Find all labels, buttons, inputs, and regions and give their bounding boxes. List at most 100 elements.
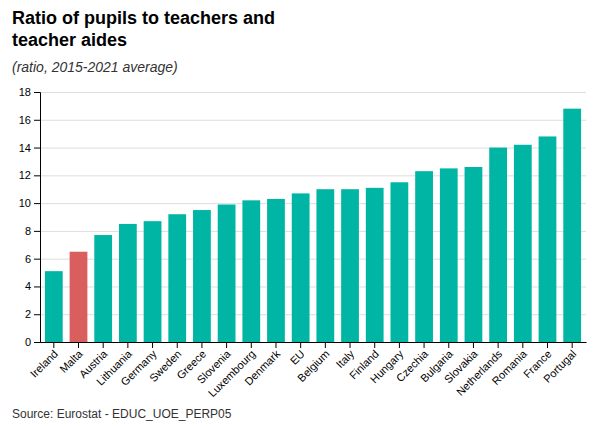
x-tick: Romania: [489, 342, 529, 387]
x-tick-label: Portugal: [541, 348, 578, 385]
x-tick-mark: [226, 342, 227, 348]
y-tick-label: 16: [19, 114, 31, 126]
x-tick-mark: [498, 342, 499, 348]
y-tick: 8: [25, 225, 40, 237]
x-tick-label: EU: [288, 347, 307, 366]
y-tick-mark: [34, 231, 40, 232]
bar: [440, 168, 458, 342]
bar: [94, 235, 112, 342]
y-tick-label: 14: [19, 142, 31, 154]
y-tick: 12: [19, 169, 40, 181]
y-tick: 2: [25, 308, 40, 320]
y-tick-mark: [34, 92, 40, 93]
x-tick: Portugal: [541, 342, 578, 385]
bar: [70, 252, 88, 342]
bar: [366, 188, 384, 342]
y-tick-mark: [34, 148, 40, 149]
y-axis-line: [34, 93, 41, 343]
x-tick-label: Belgium: [295, 348, 332, 385]
y-tick-label: 12: [19, 169, 31, 181]
y-tick-label: 4: [25, 280, 31, 292]
x-tick: Belgium: [295, 342, 332, 384]
bar: [218, 205, 236, 343]
y-tick-label: 6: [25, 253, 31, 265]
y-tick-mark: [34, 259, 40, 260]
bar: [539, 136, 557, 342]
y-tick: 14: [19, 142, 40, 154]
x-tick-mark: [127, 342, 128, 348]
y-axis: 0 2 4 6 8 10 12 14 16 18: [19, 86, 41, 348]
x-tick-mark: [374, 342, 375, 348]
y-tick-mark: [34, 203, 40, 204]
x-axis: IrelandMaltaAustriaLithuaniaGermanySwede…: [28, 342, 587, 399]
bar: [267, 199, 285, 342]
x-tick-mark: [350, 342, 351, 348]
grid-tick: [40, 92, 586, 93]
x-tick-label: Sweden: [147, 348, 184, 385]
plot: 0 2 4 6 8 10 12 14 16 18 IrelandMaltaAustriaLithua…: [19, 86, 587, 399]
x-tick-mark: [325, 342, 326, 348]
x-tick-mark: [201, 342, 202, 348]
bar: [489, 148, 507, 342]
bar: [242, 200, 260, 342]
y-tick-mark: [34, 120, 40, 121]
chart: Ratio of pupils to teachers andteacher a…: [0, 0, 600, 426]
bar: [563, 109, 581, 342]
x-tick: Ireland: [28, 342, 60, 380]
x-tick: Denmark: [242, 342, 282, 388]
grid-line: [40, 342, 586, 343]
x-axis-line: [41, 342, 587, 343]
bar: [144, 221, 162, 342]
bar: [415, 171, 433, 342]
bar: [391, 182, 409, 342]
bar: [292, 193, 310, 342]
x-tick-mark: [399, 342, 400, 348]
y-tick: 4: [25, 280, 40, 292]
x-tick: EU: [288, 342, 307, 367]
bar: [341, 189, 359, 342]
x-tick-mark: [251, 342, 252, 348]
y-tick-mark: [34, 342, 40, 343]
y-tick: 18: [19, 86, 40, 98]
grid-line: [40, 120, 586, 121]
y-tick: 10: [19, 197, 40, 209]
title: Ratio of pupils to teachers and: [12, 8, 275, 28]
y-tick-label: 8: [25, 225, 31, 237]
bar: [119, 224, 137, 342]
grid-tick: [40, 342, 586, 343]
bar: [316, 189, 334, 342]
bar: [465, 167, 483, 342]
y-tick: 6: [25, 253, 40, 265]
x-tick-label: Denmark: [242, 347, 282, 387]
grid-tick: [40, 120, 586, 121]
bar: [514, 145, 532, 342]
y-tick-label: 2: [25, 308, 31, 320]
bar: [45, 271, 63, 342]
y-tick-label: 18: [19, 86, 31, 98]
x-tick-mark: [275, 342, 276, 348]
subtitle: (ratio, 2015-2021 average): [12, 59, 178, 75]
x-tick-mark: [78, 342, 79, 348]
x-tick-mark: [473, 342, 474, 348]
source: Source: Eurostat - EDUC_UOE_PERP05: [12, 407, 232, 421]
y-tick: 0: [25, 336, 40, 348]
y-tick: 16: [19, 114, 40, 126]
bars: [45, 109, 581, 342]
bar: [193, 210, 211, 342]
x-tick-mark: [300, 342, 301, 348]
x-tick-mark: [177, 342, 178, 348]
y-tick-mark: [34, 175, 40, 176]
x-tick-mark: [424, 342, 425, 348]
y-tick-mark: [34, 286, 40, 287]
x-tick-mark: [103, 342, 104, 348]
x-tick-label: Ireland: [28, 348, 60, 380]
x-tick-mark: [547, 342, 548, 348]
y-tick-mark: [34, 314, 40, 315]
x-tick-mark: [448, 342, 449, 348]
bar: [168, 214, 186, 342]
x-tick-mark: [572, 342, 573, 348]
x-tick-mark: [522, 342, 523, 348]
x-tick-label: Romania: [489, 347, 529, 387]
title: teacher aides: [12, 30, 127, 50]
x-tick-mark: [152, 342, 153, 348]
